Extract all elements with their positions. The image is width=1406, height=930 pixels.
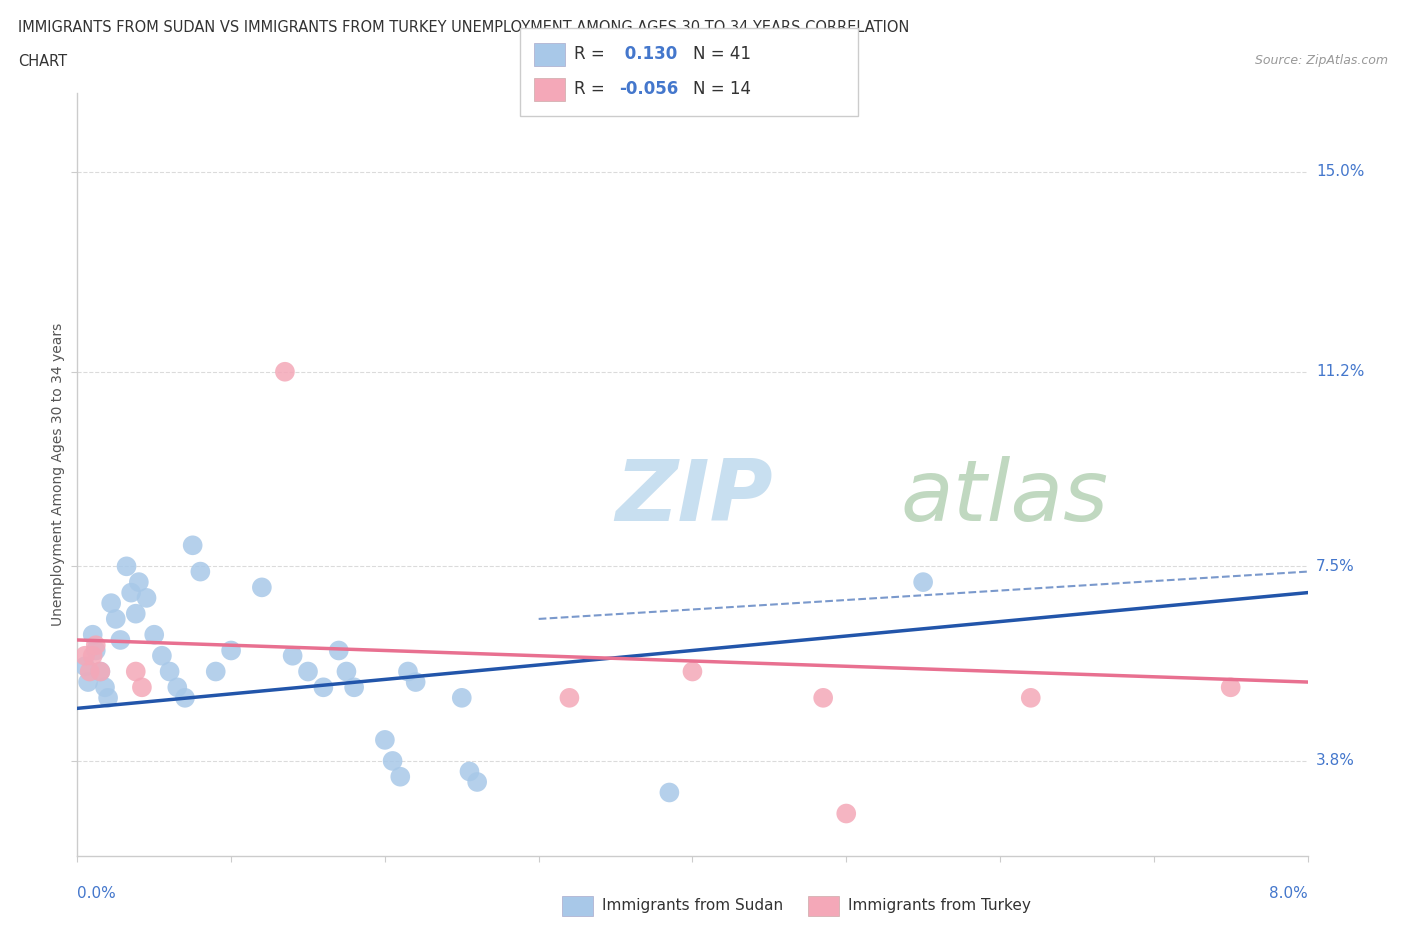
Text: ZIP: ZIP [616, 457, 773, 539]
Point [450, 690, 472, 705]
Point [84, 638, 107, 653]
Text: 3.8%: 3.8% [1316, 753, 1355, 768]
Point [135, 591, 157, 605]
Point [143, 627, 166, 642]
Text: -0.056: -0.056 [619, 80, 678, 99]
Point [281, 648, 304, 663]
Point [912, 575, 935, 590]
Point [219, 643, 242, 658]
Point [250, 580, 273, 595]
Text: Immigrants from Sudan: Immigrants from Sudan [602, 898, 783, 913]
Point [188, 565, 212, 579]
Point [328, 643, 350, 658]
Point [343, 680, 366, 695]
Point [100, 596, 122, 611]
Point [312, 680, 335, 695]
Point [335, 664, 357, 679]
Point [274, 365, 297, 379]
Point [115, 559, 138, 574]
Point [120, 585, 142, 600]
Text: N = 41: N = 41 [693, 45, 751, 63]
Point [811, 690, 834, 705]
Text: CHART: CHART [18, 54, 67, 69]
Point [94, 680, 117, 695]
Point [1219, 680, 1241, 695]
Text: 11.2%: 11.2% [1316, 365, 1364, 379]
Text: 7.5%: 7.5% [1316, 559, 1354, 574]
Text: Source: ZipAtlas.com: Source: ZipAtlas.com [1254, 54, 1388, 67]
Text: atlas: atlas [900, 457, 1108, 539]
Point [558, 690, 581, 705]
Point [174, 690, 197, 705]
Point [73, 658, 96, 673]
Text: R =: R = [574, 80, 605, 99]
Point [150, 648, 173, 663]
Point [125, 664, 148, 679]
Point [89, 664, 111, 679]
Point [159, 664, 181, 679]
Point [110, 632, 132, 647]
Point [458, 764, 481, 779]
Point [381, 753, 404, 768]
Point [204, 664, 226, 679]
Text: 0.130: 0.130 [619, 45, 676, 63]
Point [77, 674, 100, 689]
Point [405, 674, 427, 689]
Point [125, 606, 148, 621]
Point [79, 664, 101, 679]
Text: Immigrants from Turkey: Immigrants from Turkey [848, 898, 1031, 913]
Point [374, 733, 396, 748]
Point [131, 680, 153, 695]
Point [389, 769, 412, 784]
Point [682, 664, 704, 679]
Point [658, 785, 681, 800]
Y-axis label: Unemployment Among Ages 30 to 34 years: Unemployment Among Ages 30 to 34 years [51, 323, 65, 626]
Point [82, 648, 104, 663]
Point [835, 806, 858, 821]
Point [166, 680, 188, 695]
Point [84, 643, 107, 658]
Text: R =: R = [574, 45, 605, 63]
Text: 8.0%: 8.0% [1268, 886, 1308, 901]
Text: 15.0%: 15.0% [1316, 165, 1364, 179]
Point [396, 664, 419, 679]
Point [82, 627, 104, 642]
Point [104, 612, 127, 627]
Point [97, 690, 120, 705]
Point [181, 538, 204, 552]
Point [128, 575, 150, 590]
Text: IMMIGRANTS FROM SUDAN VS IMMIGRANTS FROM TURKEY UNEMPLOYMENT AMONG AGES 30 TO 34: IMMIGRANTS FROM SUDAN VS IMMIGRANTS FROM… [18, 20, 910, 35]
Point [89, 664, 111, 679]
Text: N = 14: N = 14 [693, 80, 751, 99]
Point [297, 664, 319, 679]
Text: 0.0%: 0.0% [77, 886, 117, 901]
Point [465, 775, 488, 790]
Point [1019, 690, 1042, 705]
Point [73, 648, 96, 663]
